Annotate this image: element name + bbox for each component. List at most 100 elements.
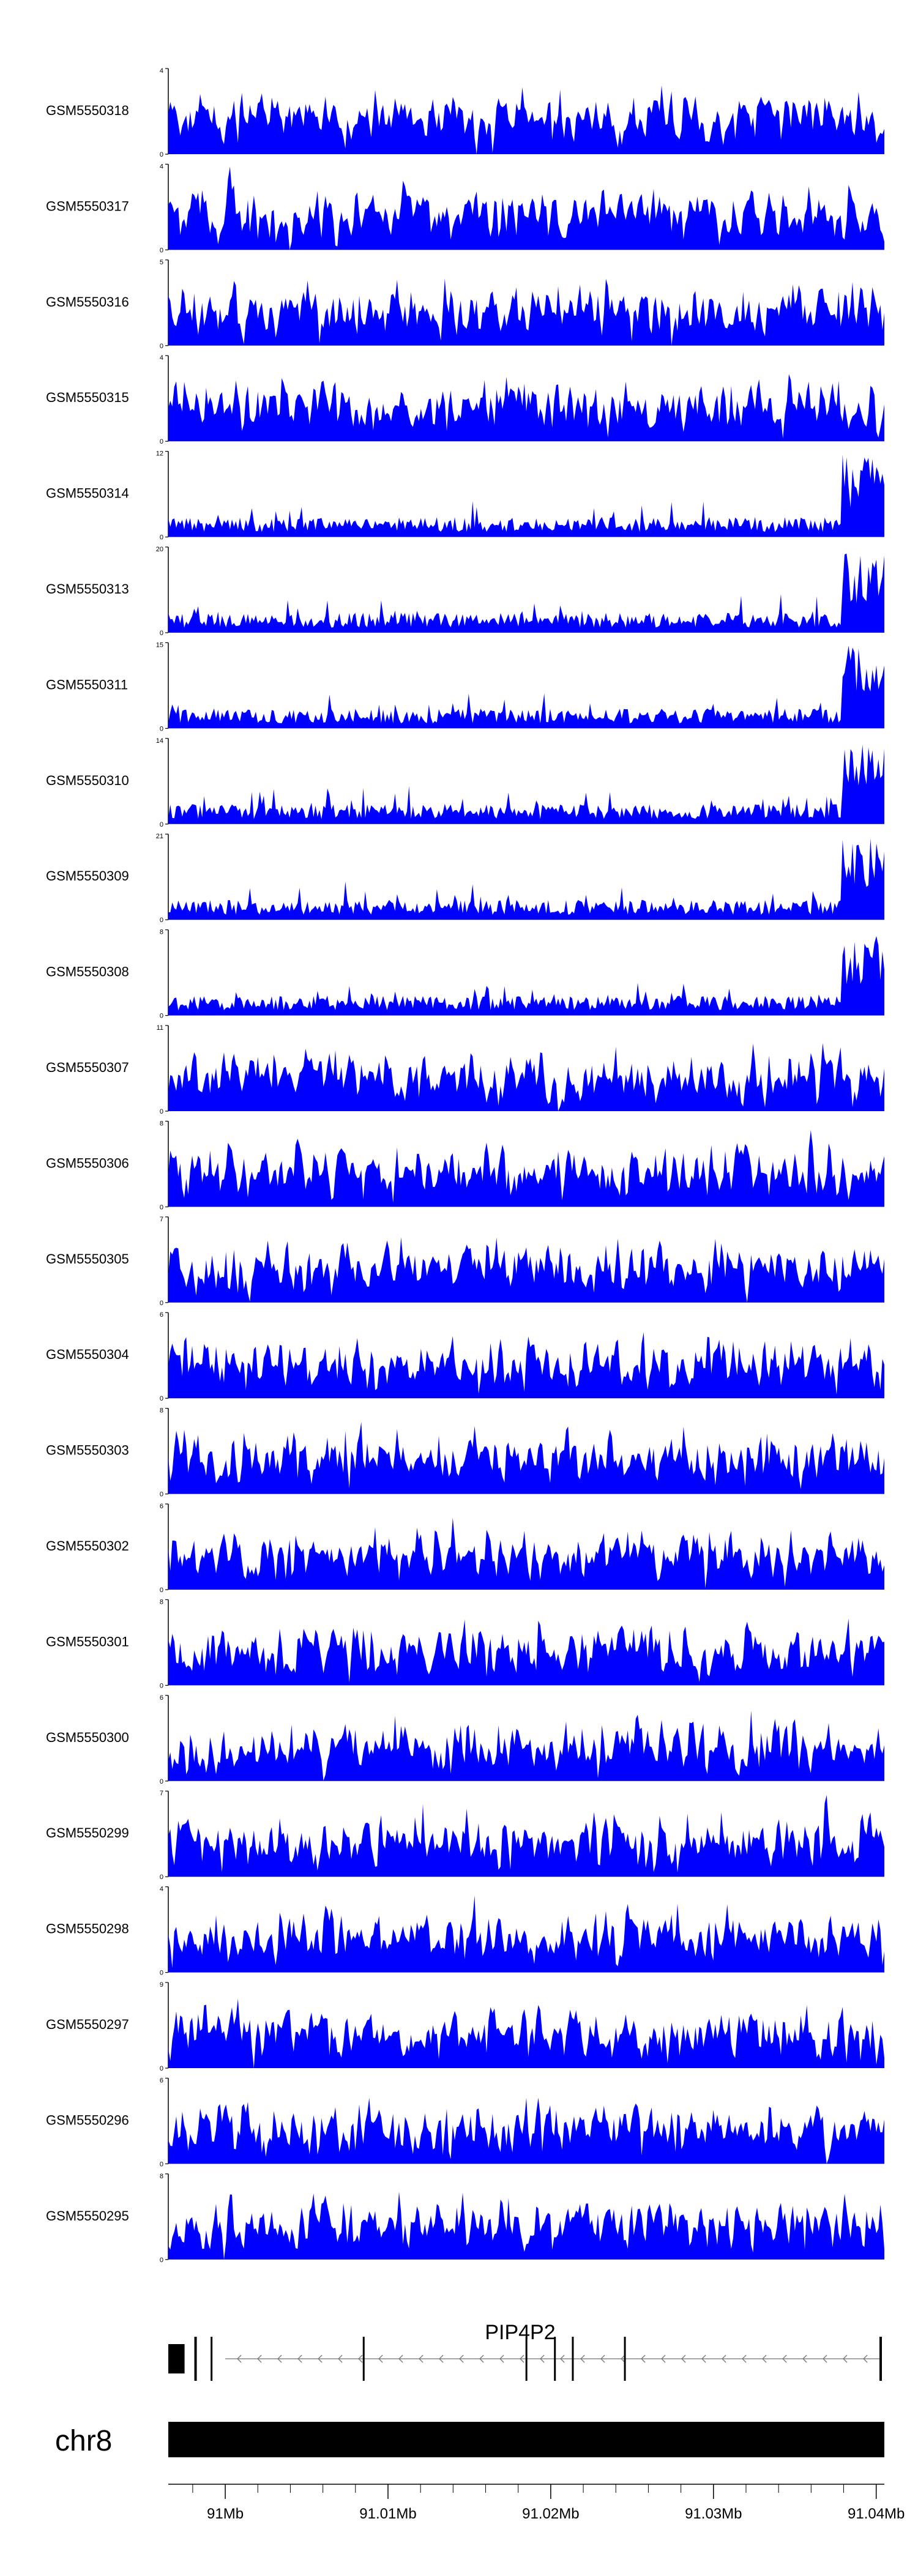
strand-arrow: [863, 2355, 868, 2363]
track-label: GSM5550302: [46, 1538, 129, 1554]
track-GSM5550318: GSM5550318 4 0: [46, 67, 884, 158]
track-GSM5550304: GSM5550304 6 0: [46, 1311, 884, 1402]
chromosome-label: chr8: [55, 2425, 112, 2457]
gene-exon: [554, 2337, 556, 2381]
coverage-area: [168, 374, 884, 442]
strand-arrow: [701, 2355, 706, 2363]
y-min-label: 0: [160, 630, 163, 637]
y-min-label: 0: [160, 917, 163, 924]
track-label: GSM5550300: [46, 1730, 129, 1745]
track-GSM5550307: GSM5550307 11 0: [46, 1024, 884, 1115]
coverage-area: [168, 745, 884, 824]
strand-arrow: [297, 2355, 302, 2363]
track-label: GSM5550313: [46, 581, 129, 597]
y-min-label: 0: [160, 247, 163, 254]
track-label: GSM5550304: [46, 1347, 129, 1362]
track-label: GSM5550297: [46, 2017, 129, 2032]
coverage-area: [168, 2098, 884, 2164]
y-max-label: 6: [160, 1503, 163, 1510]
coverage-area: [168, 1618, 884, 1686]
track-GSM5550311: GSM5550311 15 0: [46, 641, 884, 732]
y-min-label: 0: [160, 2161, 163, 2168]
coverage-area: [168, 166, 884, 250]
strand-arrow: [540, 2355, 545, 2363]
strand-arrow: [338, 2355, 343, 2363]
coverage-area: [168, 553, 884, 633]
track-label: GSM5550306: [46, 1155, 129, 1171]
y-max-label: 12: [156, 450, 163, 458]
strand-arrow: [802, 2355, 807, 2363]
track-GSM5550315: GSM5550315 4 0: [46, 354, 884, 445]
coverage-area: [168, 936, 884, 1016]
track-label: GSM5550315: [46, 390, 129, 405]
y-max-label: 4: [160, 67, 163, 75]
coverage-area: [168, 1517, 884, 1590]
track-label: GSM5550308: [46, 964, 129, 980]
y-min-label: 0: [160, 725, 163, 732]
y-min-label: 0: [160, 1587, 163, 1594]
track-GSM5550316: GSM5550316 5 0: [46, 259, 884, 350]
x-tick-label: 91.03Mb: [685, 2506, 742, 2522]
x-tick-label: 91.01Mb: [359, 2506, 416, 2522]
chromosome-bar: [168, 2422, 884, 2457]
gene-exon: [168, 2344, 185, 2373]
y-min-label: 0: [160, 2065, 163, 2072]
y-max-label: 4: [160, 1886, 163, 1893]
strand-arrow: [742, 2355, 747, 2363]
track-GSM5550299: GSM5550299 7 0: [46, 1790, 884, 1881]
strand-arrow: [318, 2355, 323, 2363]
track-GSM5550296: GSM5550296 6 0: [46, 2077, 884, 2168]
y-max-label: 6: [160, 2077, 163, 2084]
coverage-area: [168, 85, 884, 154]
y-min-label: 0: [160, 1013, 163, 1020]
coverage-area: [168, 1710, 884, 1781]
y-min-label: 0: [160, 1108, 163, 1115]
strand-arrow: [681, 2355, 686, 2363]
coverage-area: [168, 2191, 884, 2260]
gene-exon: [194, 2337, 197, 2381]
y-min-label: 0: [160, 821, 163, 828]
y-min-label: 0: [160, 1204, 163, 1211]
strand-arrow: [641, 2355, 646, 2363]
y-max-label: 11: [157, 1024, 163, 1032]
track-GSM5550310: GSM5550310 14 0: [46, 737, 884, 828]
coverage-area: [168, 278, 884, 346]
y-max-label: 6: [160, 1694, 163, 1702]
y-min-label: 0: [160, 1874, 163, 1881]
track-GSM5550295: GSM5550295 8 0: [46, 2173, 884, 2264]
y-min-label: 0: [160, 1491, 163, 1498]
coverage-area: [168, 1421, 884, 1494]
track-GSM5550298: GSM5550298 4 0: [46, 1886, 884, 1977]
gene-exon: [362, 2337, 365, 2381]
track-GSM5550313: GSM5550313 20 0: [46, 546, 884, 637]
coverage-area: [168, 1043, 884, 1111]
track-GSM5550314: GSM5550314 12 0: [46, 450, 884, 542]
coverage-area: [168, 1237, 884, 1303]
track-label: GSM5550316: [46, 294, 129, 310]
track-label: GSM5550317: [46, 198, 129, 214]
track-label: GSM5550298: [46, 1921, 129, 1937]
y-min-label: 0: [160, 438, 163, 445]
strand-arrow: [237, 2355, 242, 2363]
track-label: GSM5550311: [46, 677, 128, 692]
strand-arrow: [398, 2355, 403, 2363]
track-label: GSM5550299: [46, 1825, 129, 1841]
y-max-label: 20: [156, 546, 163, 553]
y-max-label: 8: [160, 1120, 163, 1127]
y-max-label: 14: [156, 737, 163, 745]
track-GSM5550300: GSM5550300 6 0: [46, 1694, 884, 1785]
gene-exon: [624, 2337, 626, 2381]
y-min-label: 0: [160, 151, 163, 158]
y-min-label: 0: [160, 343, 163, 350]
y-max-label: 7: [160, 1216, 163, 1223]
coverage-area: [168, 1895, 884, 1973]
x-tick-label: 91Mb: [207, 2506, 244, 2522]
track-GSM5550306: GSM5550306 8 0: [46, 1120, 884, 1211]
track-label: GSM5550303: [46, 1443, 129, 1458]
gene-exon: [211, 2337, 213, 2381]
y-max-label: 4: [160, 163, 163, 170]
strand-arrow: [277, 2355, 282, 2363]
strand-arrow: [419, 2355, 424, 2363]
track-GSM5550308: GSM5550308 8 0: [46, 929, 884, 1020]
